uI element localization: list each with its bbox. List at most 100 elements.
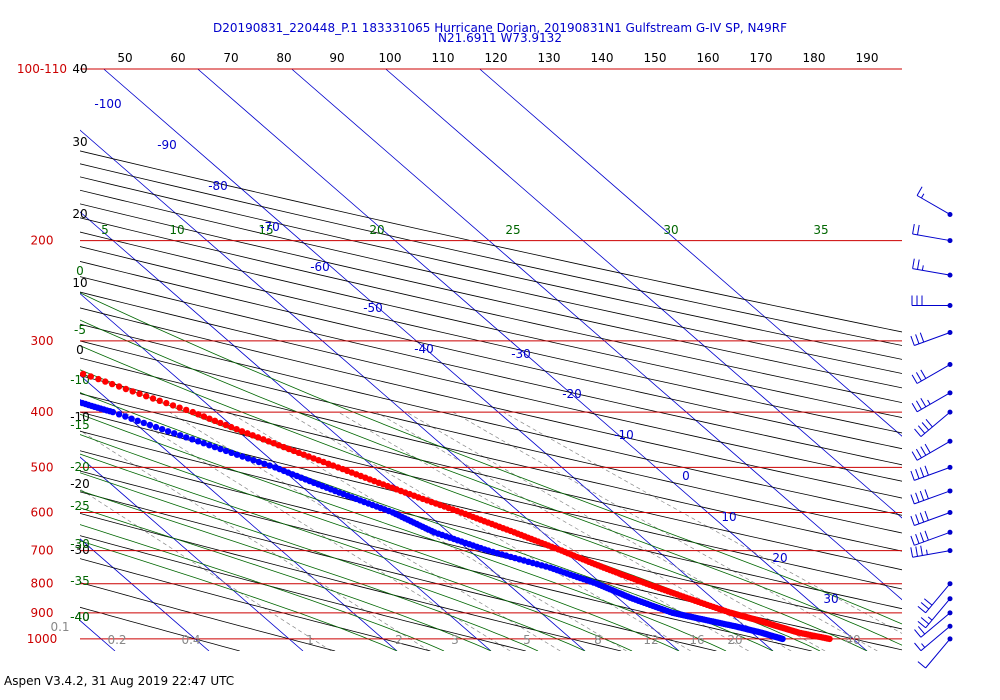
pressure-label: 400 [31, 405, 54, 419]
dewpoint-point [0, 376, 3, 382]
pressure-label: 800 [31, 577, 54, 591]
dewpoint-point [67, 396, 73, 402]
wind-barb-half-flag [926, 549, 928, 555]
wind-barb-flag [910, 547, 914, 558]
dewpoint-point [222, 447, 230, 455]
moist-adiabat-label: 35 [813, 223, 828, 237]
moist-adiabat-line [80, 345, 868, 651]
dry-adiabat-line [80, 606, 240, 651]
top-scale-label: 160 [697, 51, 720, 65]
dry-adiabat-line [80, 450, 902, 651]
dry-adiabat-line [80, 203, 902, 389]
isotherm-line [80, 374, 398, 651]
dewpoint-point [200, 440, 207, 447]
dry-adiabat-line [80, 189, 902, 374]
dry-adiabat-line [80, 582, 336, 651]
mixing-ratio-line [503, 411, 902, 634]
moist-left-label: -10 [70, 373, 90, 387]
dry-adiabat-line [80, 150, 902, 333]
wind-barb-flag [919, 490, 925, 501]
mixing-ratio-label: 16 [689, 633, 704, 647]
wind-barb [914, 623, 953, 652]
temperature-point [206, 415, 213, 422]
dry-adiabat-line [80, 491, 717, 651]
temperature-point [228, 423, 235, 431]
isotherm-label: -90 [157, 138, 177, 152]
isotherm-line [80, 129, 680, 651]
wind-barb-flag [912, 258, 915, 269]
isotherm-label: -40 [414, 342, 434, 356]
dry-adiabat-label: 10 [72, 276, 87, 290]
dry-adiabat-label: 30 [72, 135, 87, 149]
dry-adiabat-line [80, 176, 902, 360]
dewpoint-point [266, 462, 273, 469]
wind-barb-flag [915, 400, 922, 410]
mixing-ratio-label: 0.4 [181, 633, 200, 647]
footer-version: Aspen V3.4.2, 31 Aug 2019 22:47 UTC [4, 674, 235, 688]
dewpoint-point [183, 434, 190, 441]
pressure-label: 200 [31, 234, 54, 248]
dewpoint-point [70, 397, 76, 403]
wind-barb-half-flag [927, 616, 933, 621]
wind-barb-staff [916, 364, 951, 384]
top-scale-label: 170 [750, 51, 773, 65]
temperature-point [129, 388, 136, 395]
mixing-ratio-line [452, 411, 878, 651]
wind-barb-flag [910, 515, 915, 526]
moist-adiabat-label: 20 [369, 223, 384, 237]
mixing-ratio-label: 8 [594, 633, 602, 647]
temperature-point [200, 413, 208, 420]
dewpoint-point [239, 453, 246, 460]
moist-adiabat-line [80, 434, 680, 651]
temperature-point [65, 366, 71, 372]
dry-adiabat-label: 0 [76, 343, 84, 357]
wind-barb-staff [914, 466, 951, 481]
temperature-point [95, 375, 102, 383]
wind-barb-staff [912, 550, 951, 558]
dewpoint-point [73, 398, 79, 404]
isotherm-line [80, 293, 492, 651]
wind-barb-flag [910, 535, 915, 546]
wind-barb [916, 186, 953, 217]
dewpoint-point [47, 391, 53, 397]
moist-adiabat-label: 5 [101, 223, 109, 237]
dewpoint-point [177, 432, 184, 439]
wind-barb-flag [919, 332, 925, 343]
dewpoint-point [22, 383, 28, 389]
wind-barb-flag [917, 259, 920, 270]
mixing-ratio-label: 40 [845, 633, 860, 647]
dry-adiabat-line [80, 512, 622, 651]
wind-barb-flag [911, 451, 918, 461]
temperature-point [330, 462, 337, 469]
wind-barb-flag [915, 372, 922, 382]
dry-adiabat-line [80, 393, 902, 590]
moist-adiabat-line [80, 453, 633, 651]
isotherm-line [479, 69, 902, 437]
isotherm-line [80, 456, 304, 651]
dewpoint-point [171, 430, 178, 437]
mixing-ratio-line [228, 411, 627, 651]
wind-barb [917, 636, 953, 669]
temperature-point [169, 402, 177, 409]
wind-barb [911, 295, 953, 309]
dewpoint-point [2, 377, 8, 383]
dewpoint-point [228, 449, 235, 456]
moist-adiabat-line [80, 472, 586, 651]
isotherm-label: 0 [682, 469, 690, 483]
moist-adiabat-line [80, 507, 492, 651]
temperature-point [254, 434, 262, 441]
top-scale-label: 100 [379, 51, 402, 65]
wind-barb-staff [925, 638, 951, 669]
wind-barb-flag [915, 514, 920, 524]
temperature-point [320, 458, 327, 466]
dewpoint-point [158, 426, 166, 433]
temperature-point [189, 408, 196, 416]
moist-adiabat-line [80, 413, 727, 651]
wind-barb-flag [914, 428, 922, 437]
wind-barb [911, 438, 953, 461]
dewpoint-point [122, 413, 129, 420]
dewpoint-point [12, 380, 18, 386]
wind-barb-flag [924, 489, 929, 499]
dewpoint-point [52, 392, 58, 398]
dewpoint-point [194, 438, 202, 445]
